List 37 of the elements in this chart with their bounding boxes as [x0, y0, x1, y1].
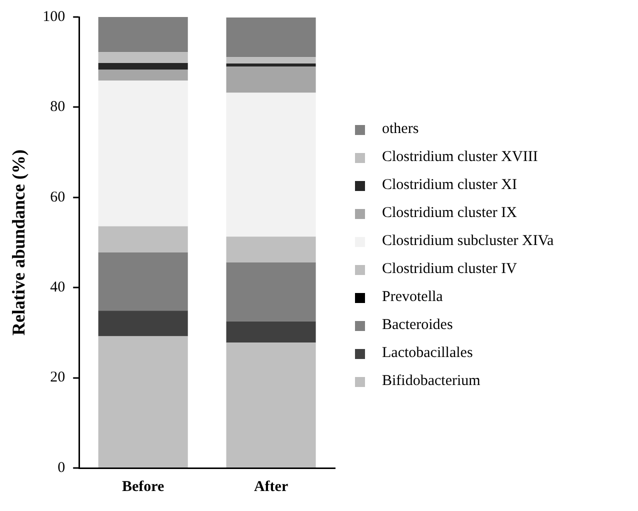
bar [226, 66, 316, 93]
y-axis-title: Relative abundance (%) [8, 150, 28, 336]
legend-label: Clostridium cluster IX [382, 205, 517, 222]
bar [226, 17, 316, 58]
legend-label: others [382, 121, 419, 138]
bar [226, 342, 316, 468]
bar [98, 70, 188, 81]
bar [98, 310, 188, 336]
bar [98, 80, 188, 226]
legend-label: Clostridium subcluster XIVa [382, 233, 554, 250]
legend-label: Clostridium cluster XI [382, 177, 517, 194]
bar [226, 92, 316, 237]
bar [98, 336, 188, 468]
bar [98, 17, 188, 52]
y-tick-label: 0 [58, 460, 66, 476]
legend-label: Lactobacillales [382, 345, 473, 362]
bar [226, 321, 316, 343]
legend-label: Clostridium cluster XVIII [382, 149, 538, 166]
bar [226, 57, 316, 64]
x-tick-label: Before [122, 478, 165, 495]
legend-label: Bifidobacterium [382, 373, 480, 390]
legend-label: Prevotella [382, 289, 443, 306]
x-tick-label: After [254, 478, 288, 495]
bar [226, 262, 316, 322]
bar [226, 63, 316, 67]
y-tick-label: 80 [50, 99, 66, 116]
y-tick-label: 100 [42, 8, 66, 25]
legend-label: Clostridium cluster IV [382, 261, 517, 278]
bar [98, 52, 188, 63]
bar [98, 226, 188, 252]
y-tick-label: 60 [50, 189, 66, 206]
bar [98, 63, 188, 70]
y-tick-label: 40 [50, 280, 66, 296]
bar [226, 236, 316, 262]
bar [98, 252, 188, 311]
legend-label: Bacteroides [382, 317, 453, 334]
y-tick-label: 20 [50, 370, 66, 386]
